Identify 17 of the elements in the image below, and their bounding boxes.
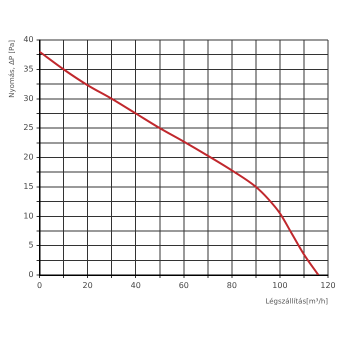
x-tick-label: 80 xyxy=(226,280,237,290)
y-tick-label: 15 xyxy=(23,182,34,191)
y-tick-label: 25 xyxy=(23,123,34,132)
y-tick-label: 5 xyxy=(28,240,34,250)
x-tick-label: 20 xyxy=(82,280,93,290)
x-tick-label: 60 xyxy=(178,280,189,290)
x-tick-label: 100 xyxy=(272,280,288,290)
x-tick-label: 120 xyxy=(320,280,336,290)
y-tick-label: 10 xyxy=(23,211,34,220)
x-tick-label: 0 xyxy=(37,280,42,290)
x-tick-label: 40 xyxy=(130,280,141,290)
y-tick-label: 20 xyxy=(23,152,34,162)
y-tick-label: 40 xyxy=(23,35,34,44)
y-tick-label: 35 xyxy=(23,64,34,74)
y-tick-label: 0 xyxy=(28,270,34,280)
line-series xyxy=(40,50,320,275)
y-tick-label: 30 xyxy=(23,94,34,103)
